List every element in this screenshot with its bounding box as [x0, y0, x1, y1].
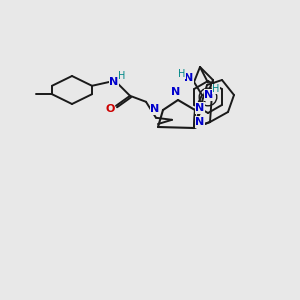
Text: H: H	[212, 84, 220, 94]
Text: O: O	[105, 104, 115, 114]
Text: N: N	[184, 73, 194, 83]
Text: N: N	[204, 90, 214, 100]
Text: N: N	[150, 104, 160, 114]
Text: N: N	[171, 87, 181, 97]
Text: H: H	[118, 71, 126, 81]
Text: N: N	[195, 117, 205, 127]
Text: N: N	[110, 77, 118, 87]
Text: H: H	[178, 69, 186, 79]
Text: N: N	[195, 103, 205, 113]
